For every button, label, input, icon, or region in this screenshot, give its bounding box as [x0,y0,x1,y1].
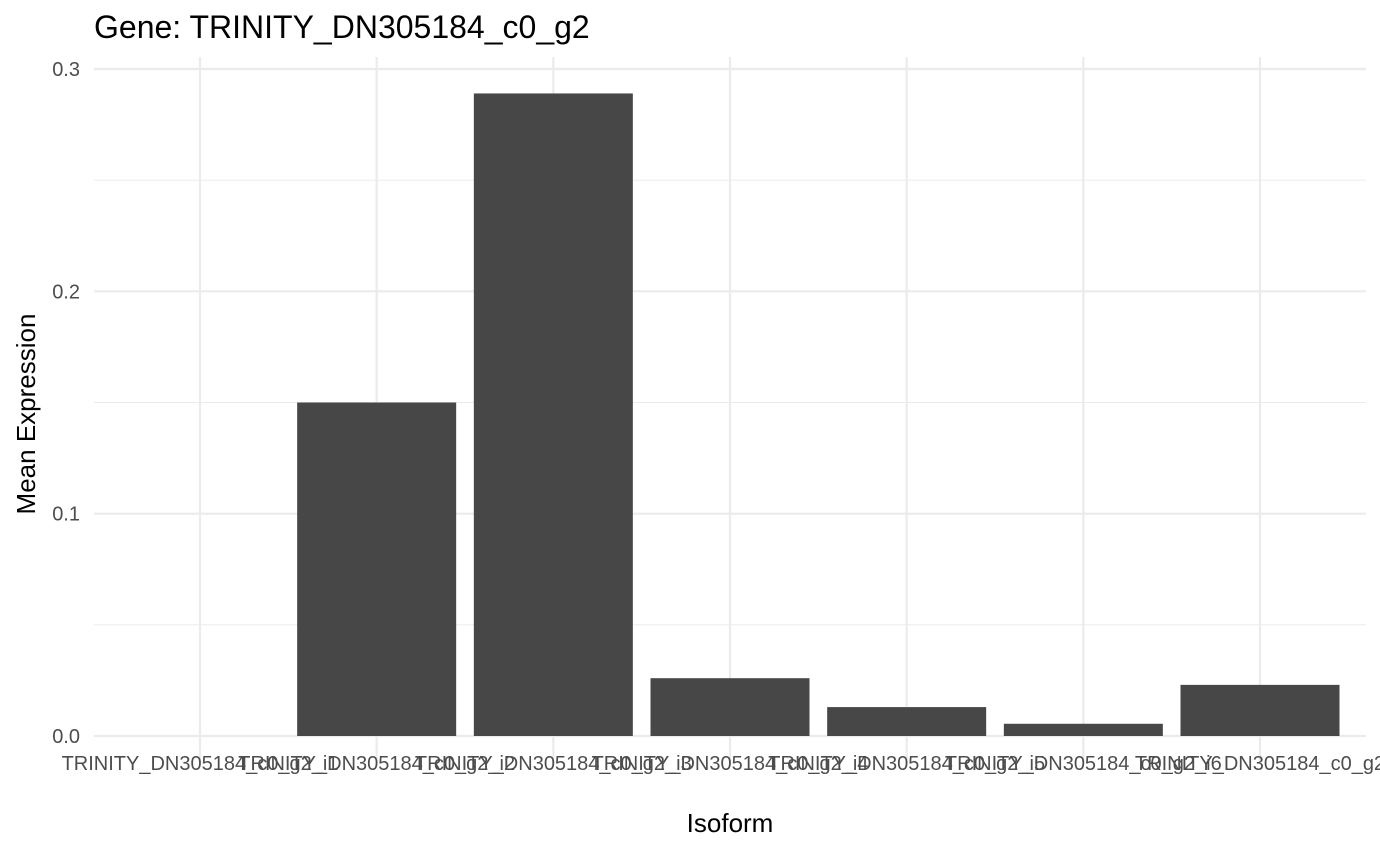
x-tick-label: TRINITY_DN305184_c0_g2_i2 [238,753,515,775]
bar [473,93,633,736]
x-axis-title: Isoform [687,808,774,838]
y-axis-ticks: 0.0 0.1 0.2 0.3 [52,59,80,748]
x-tick-label: TRINITY_DN305184_c0_g2_i6 [945,753,1222,775]
bar [297,402,457,736]
x-tick-label: TRINITY_DN305184_c0_g2_i3 [415,753,692,775]
bar [1180,684,1340,736]
x-tick-label: TRINITY_DN305184_c0_g2 [1135,753,1380,775]
y-tick-label: 0.0 [52,726,80,748]
bar [1003,723,1163,736]
x-tick-label: TRINITY_DN305184_c0_g2_i1 [62,753,339,775]
y-axis-title: Mean Expression [11,314,41,515]
chart-title: Gene: TRINITY_DN305184_c0_g2 [94,9,590,45]
x-tick-label: TRINITY_DN305184_c0_g2_i5 [768,753,1045,775]
bar [650,678,810,736]
y-tick-label: 0.2 [52,281,80,303]
bar [827,707,987,736]
y-tick-label: 0.3 [52,59,80,81]
bars [297,93,1340,736]
x-axis-ticks: TRINITY_DN305184_c0_g2_i1TRINITY_DN30518… [62,753,1380,775]
major-grid [94,57,1366,762]
x-tick-label: TRINITY_DN305184_c0_g2_i4 [592,753,869,775]
y-tick-label: 0.1 [52,504,80,526]
